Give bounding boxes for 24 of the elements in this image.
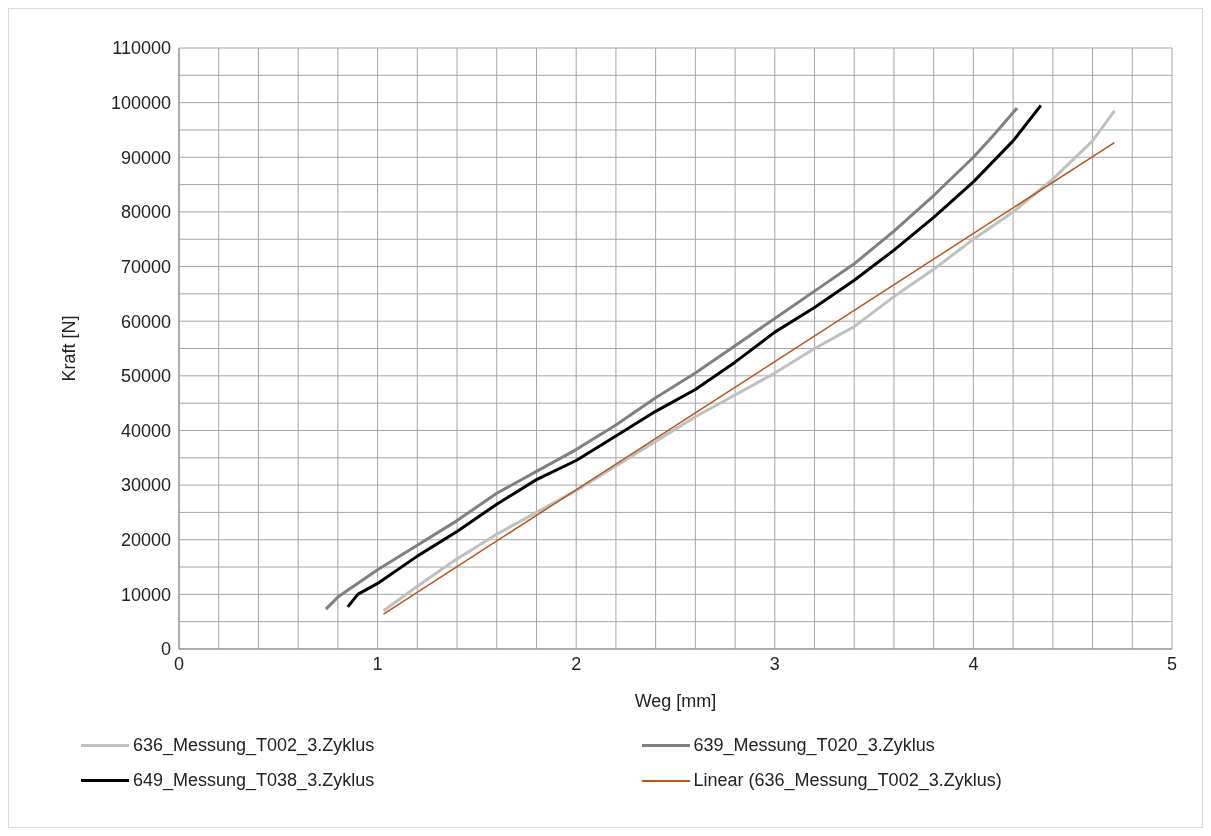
x-tick-label: 1 bbox=[372, 653, 383, 674]
x-axis-title: Weg [mm] bbox=[634, 691, 717, 711]
y-axis-title: Kraft [N] bbox=[59, 315, 80, 382]
legend-label: Linear (636_Messung_T002_3.Zyklus) bbox=[693, 770, 1002, 791]
legend-label: 639_Messung_T020_3.Zyklus bbox=[693, 735, 935, 756]
y-tick-label: 40000 bbox=[120, 420, 171, 441]
y-tick-label: 60000 bbox=[120, 311, 171, 332]
x-tick-label: 5 bbox=[1166, 653, 1178, 674]
y-tick-label: 110000 bbox=[112, 38, 171, 59]
x-tick-label: 4 bbox=[968, 653, 979, 674]
y-tick-label: 30000 bbox=[120, 475, 171, 496]
legend-label: 636_Messung_T002_3.Zyklus bbox=[133, 735, 375, 756]
x-tick-label: 3 bbox=[769, 653, 780, 674]
y-tick-label: 100000 bbox=[110, 93, 171, 114]
x-tick-label: 0 bbox=[173, 653, 185, 674]
y-tick-label: 50000 bbox=[120, 366, 171, 387]
x-tick-label: 2 bbox=[571, 653, 582, 674]
y-tick-label: 20000 bbox=[120, 530, 171, 551]
y-tick-label: 0 bbox=[160, 639, 171, 660]
y-tick-label: 10000 bbox=[120, 584, 171, 605]
y-tick-label: 70000 bbox=[120, 256, 171, 277]
y-tick-label: 90000 bbox=[120, 147, 171, 168]
y-tick-label: 80000 bbox=[120, 202, 171, 223]
legend-label: 649_Messung_T038_3.Zyklus bbox=[133, 770, 375, 791]
